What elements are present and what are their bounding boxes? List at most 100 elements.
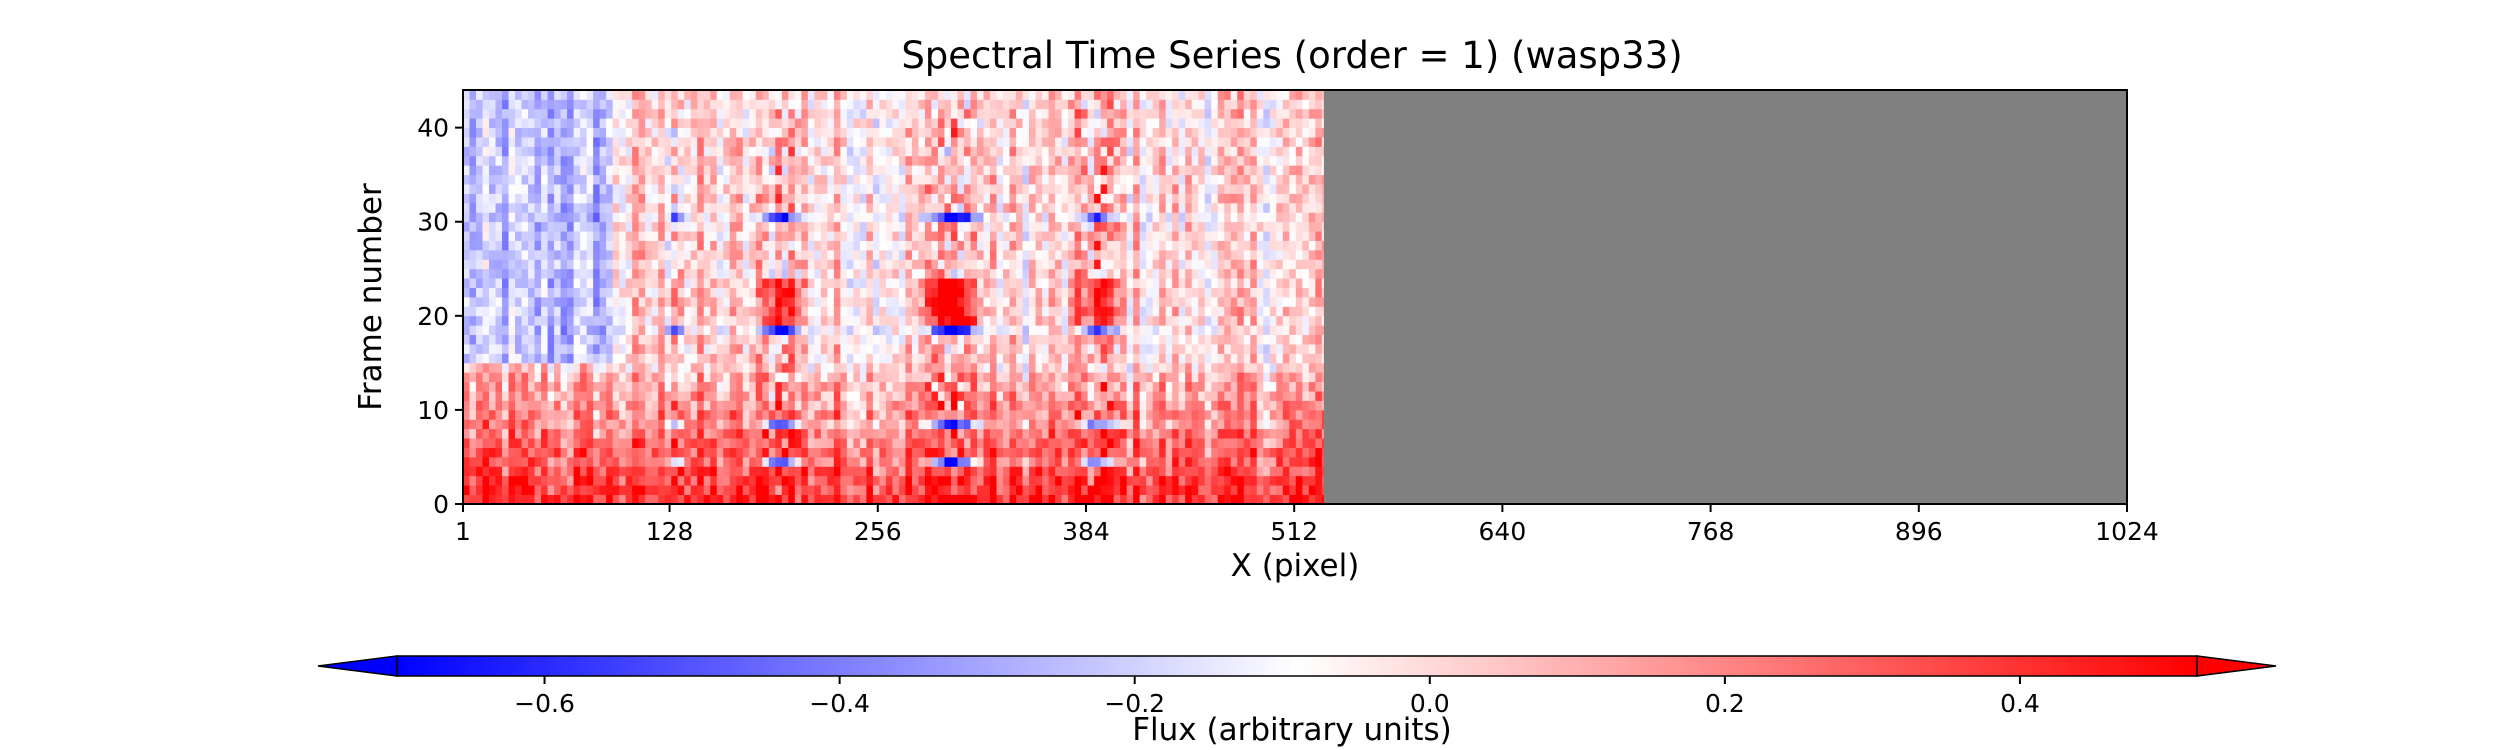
heatmap-cell [853, 353, 861, 364]
heatmap-cell [1048, 221, 1056, 232]
heatmap-cell [1139, 184, 1147, 194]
heatmap-cell [1048, 419, 1056, 430]
heatmap-cell [1230, 155, 1238, 166]
heatmap-cell [1308, 287, 1316, 298]
heatmap-cell [1120, 193, 1128, 204]
heatmap-cell [859, 353, 867, 364]
heatmap-cell [1139, 306, 1147, 317]
heatmap-cell [1302, 212, 1310, 223]
heatmap-cell [1022, 466, 1030, 477]
heatmap-cell [534, 466, 542, 477]
heatmap-cell [879, 419, 887, 430]
heatmap-cell [463, 381, 470, 392]
heatmap-cell [1081, 334, 1089, 345]
heatmap-cell [716, 485, 724, 495]
heatmap-cell [1250, 325, 1258, 336]
heatmap-cell [1191, 372, 1199, 383]
heatmap-cell [775, 146, 783, 157]
heatmap-cell [859, 315, 867, 326]
heatmap-cell [1224, 306, 1232, 317]
heatmap-cell [599, 202, 607, 213]
heatmap-cell [469, 174, 477, 185]
heatmap-cell [723, 240, 731, 251]
heatmap-cell [944, 202, 952, 213]
heatmap-cell [469, 184, 477, 194]
heatmap-cell [1230, 353, 1238, 364]
heatmap-cell [1094, 184, 1102, 194]
heatmap-cell [1217, 268, 1225, 279]
heatmap-cell [463, 409, 470, 420]
heatmap-cell [872, 334, 880, 345]
heatmap-cell [944, 362, 952, 373]
heatmap-cell [651, 456, 659, 467]
heatmap-cell [1016, 409, 1023, 420]
heatmap-cell [1282, 249, 1290, 260]
heatmap-cell [671, 287, 679, 298]
heatmap-cell [1029, 372, 1036, 383]
heatmap-cell [1048, 268, 1056, 279]
heatmap-cell [898, 494, 906, 505]
heatmap-cell [736, 409, 744, 420]
heatmap-cell [801, 362, 809, 373]
heatmap-cell [580, 155, 588, 166]
heatmap-cell [703, 193, 711, 204]
heatmap-cell [664, 306, 672, 317]
heatmap-cell [1217, 381, 1225, 392]
heatmap-cell [515, 249, 522, 260]
heatmap-cell [814, 184, 822, 194]
heatmap-cell [1133, 259, 1141, 270]
heatmap-cell [872, 297, 880, 307]
heatmap-cell [866, 438, 874, 448]
heatmap-cell [1113, 231, 1121, 241]
heatmap-cell [931, 428, 939, 439]
heatmap-cell [580, 221, 588, 232]
heatmap-cell [1237, 372, 1245, 383]
heatmap-cell [1224, 155, 1232, 166]
heatmap-cell [521, 278, 529, 288]
heatmap-cell [859, 372, 867, 383]
heatmap-cell [703, 259, 711, 270]
heatmap-cell [1139, 362, 1147, 373]
heatmap-cell [1055, 494, 1062, 505]
heatmap-cell [1315, 306, 1323, 317]
heatmap-cell [1321, 193, 1324, 204]
heatmap-cell [1172, 287, 1180, 298]
heatmap-cell [807, 428, 815, 439]
heatmap-cell [768, 344, 776, 354]
heatmap-cell [1042, 494, 1049, 505]
heatmap-cell [1133, 315, 1141, 326]
heatmap-cell [1029, 334, 1036, 345]
heatmap-cell [632, 325, 640, 336]
heatmap-cell [1224, 315, 1232, 326]
heatmap-cell [528, 240, 535, 251]
heatmap-cell [658, 240, 666, 251]
heatmap-cell [775, 315, 783, 326]
heatmap-cell [554, 146, 561, 157]
heatmap-cell [567, 259, 575, 270]
heatmap-cell [859, 428, 867, 439]
heatmap-cell [768, 315, 776, 326]
heatmap-cell [996, 193, 1004, 204]
heatmap-cell [1094, 306, 1102, 317]
heatmap-cell [892, 344, 900, 354]
heatmap-cell [1315, 400, 1323, 411]
heatmap-cell [593, 400, 601, 411]
heatmap-cell [482, 202, 490, 213]
heatmap-cell [970, 381, 978, 392]
heatmap-cell [788, 174, 796, 185]
heatmap-cell [1224, 447, 1232, 458]
heatmap-cell [814, 372, 822, 383]
heatmap-cell [586, 419, 594, 430]
heatmap-cell [1022, 381, 1030, 392]
heatmap-cell [807, 231, 815, 241]
heatmap-cell [1081, 400, 1089, 411]
heatmap-cell [1139, 278, 1147, 288]
heatmap-cell [1211, 193, 1219, 204]
heatmap-cell [521, 485, 529, 495]
heatmap-cell [710, 155, 718, 166]
heatmap-cell [716, 193, 724, 204]
heatmap-cell [1295, 287, 1303, 298]
heatmap-cell [1029, 447, 1036, 458]
heatmap-cell [846, 278, 854, 288]
heatmap-cell [1146, 391, 1154, 401]
